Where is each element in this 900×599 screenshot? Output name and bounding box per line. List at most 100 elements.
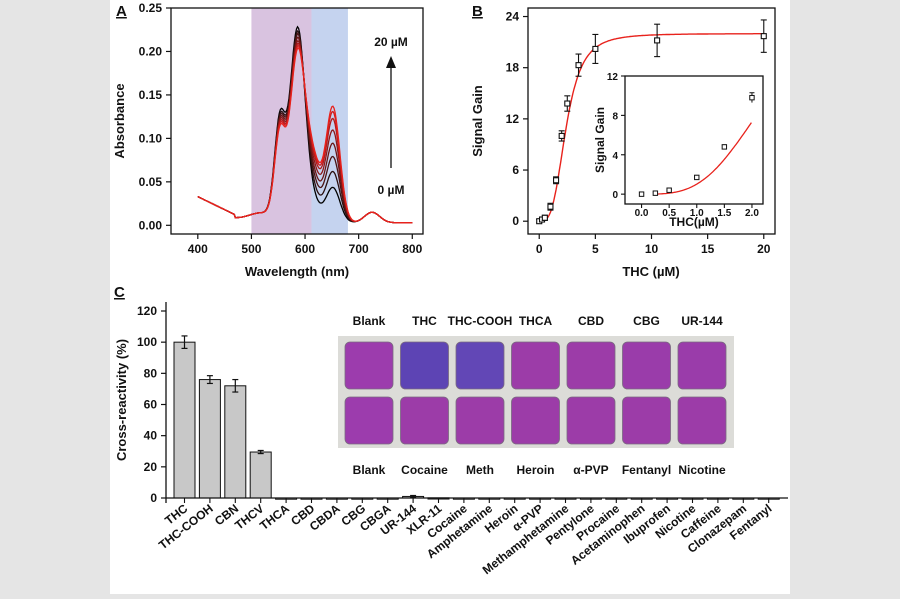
well-bottom-1 — [400, 396, 449, 445]
a-ytick-label: 0.00 — [139, 218, 163, 232]
a-ytick-label: 0.25 — [139, 1, 163, 15]
well-top-5 — [622, 341, 671, 390]
a-xtick-label: 700 — [349, 242, 369, 256]
bar-THCV — [249, 451, 272, 499]
inset-points — [638, 92, 755, 197]
figure: A 400 500 600 700 800 0.00 0.05 0.10 0.15 0.20 0.2… — [110, 0, 790, 594]
panel-a-ticks: 400 500 600 700 800 0.00 0.05 0.10 0.15 0.20 0.25 — [139, 1, 423, 256]
inset-ytick-label: 12 — [607, 72, 619, 83]
b-fit-curve — [539, 33, 764, 222]
plate-top-label: THC-COOH — [448, 314, 513, 328]
inset-ytick-label: 8 — [612, 111, 618, 122]
increase-arrow-head — [386, 56, 396, 68]
annotation-0uM: 0 µM — [378, 183, 405, 197]
bar-THC — [173, 341, 196, 499]
panel-b-label: B — [472, 3, 483, 20]
a-xtick-label: 400 — [188, 242, 208, 256]
well-top-1 — [400, 341, 449, 390]
well-bottom-3 — [511, 396, 560, 445]
panel-b-points — [536, 19, 767, 225]
panel-a-spectra — [197, 25, 413, 224]
panel-b-xlabel: THC (µM) — [622, 264, 679, 279]
a-xtick-label: 500 — [241, 242, 261, 256]
b-point — [547, 203, 554, 210]
b-ytick-label: 0 — [512, 214, 519, 228]
well-top-6 — [677, 341, 727, 390]
b-xtick-label: 20 — [757, 242, 771, 256]
plate-labels: Blank THC THC-COOH THCA CBD CBG UR-144 Blank Coc… — [353, 314, 726, 477]
inset-fit-curve — [655, 122, 752, 195]
c-ytick-label: 20 — [144, 460, 158, 474]
panel-b-fit — [539, 33, 764, 222]
well-top-0 — [344, 341, 394, 390]
plate-bottom-label: Fentanyl — [622, 463, 671, 477]
b-point — [575, 62, 582, 69]
inset-ticks: 0.0 0.5 1.0 1.5 2.0 0 4 8 12 — [607, 72, 759, 219]
inset-ytick-label: 4 — [612, 151, 618, 162]
inset-xtick-label: 1.5 — [717, 208, 731, 219]
b-point — [541, 214, 548, 221]
panel-b-ticks: 0 5 10 15 20 0 6 12 18 24 — [506, 10, 771, 256]
b-point — [760, 33, 767, 40]
a-xtick-label: 600 — [295, 242, 315, 256]
inset-point — [749, 94, 755, 101]
panel-c-ylabel: Cross-reactivity (%) — [114, 339, 129, 461]
bar-THC-COOH — [198, 379, 221, 499]
c-ytick-label: 120 — [137, 304, 157, 318]
inset-point — [721, 144, 728, 150]
panel-a-label: A — [116, 3, 127, 20]
plate-wells — [344, 341, 727, 445]
c-ytick-label: 60 — [144, 398, 158, 412]
plate-bottom-label: α-PVP — [573, 463, 608, 477]
plate-top-label: THCA — [519, 314, 553, 328]
plate-bottom-label: Nicotine — [678, 463, 726, 477]
annotation-20uM: 20 µM — [374, 35, 408, 49]
b-ytick-label: 24 — [506, 10, 520, 24]
well-bottom-2 — [455, 396, 505, 445]
well-bottom-4 — [566, 396, 616, 445]
b-ytick-label: 18 — [506, 61, 520, 75]
plate-top-label: THC — [412, 314, 437, 328]
inset-fit — [655, 122, 752, 195]
inset-xtick-label: 2.0 — [745, 208, 759, 219]
b-xtick-label: 0 — [536, 242, 543, 256]
a-ytick-label: 0.15 — [139, 88, 163, 102]
well-bottom-6 — [677, 396, 727, 445]
plate-top-label: Blank — [353, 314, 386, 328]
inset-ytick-label: 0 — [612, 190, 618, 201]
panel-b-inset: 0.0 0.5 1.0 1.5 2.0 0 4 8 12 THC(µM) Signal Gain — [593, 72, 764, 229]
plate-top-label: UR-144 — [681, 314, 723, 328]
c-xtick-label: THCA — [257, 501, 292, 533]
spectrum-7 — [197, 47, 413, 224]
well-plate-photo: Blank THC THC-COOH THCA CBD CBG UR-144 Blank Coc… — [338, 314, 734, 477]
c-ytick-label: 100 — [137, 335, 157, 349]
inset-xtick-label: 0.0 — [635, 208, 649, 219]
a-ytick-label: 0.20 — [139, 44, 163, 58]
plate-bottom-label: Heroin — [516, 463, 554, 477]
c-ytick-label: 80 — [144, 366, 158, 380]
panel-c-label: C — [114, 284, 125, 301]
inset-point — [638, 191, 645, 197]
inset-xlabel: THC(µM) — [669, 215, 719, 229]
plate-bottom-label: Blank — [353, 463, 386, 477]
well-top-3 — [511, 341, 560, 390]
well-bottom-0 — [344, 396, 394, 445]
plate-top-label: CBD — [578, 314, 604, 328]
b-point — [592, 45, 599, 52]
panel-a: A 400 500 600 700 800 0.00 0.05 0.10 0.15 0.20 0.2… — [112, 1, 424, 279]
b-point — [558, 132, 565, 139]
a-xtick-label: 800 — [402, 242, 422, 256]
b-xtick-label: 15 — [701, 242, 715, 256]
b-xtick-label: 5 — [592, 242, 599, 256]
panel-a-xlabel: Wavelength (nm) — [245, 264, 349, 279]
panel-a-ylabel: Absorbance — [112, 83, 127, 158]
b-ytick-label: 6 — [512, 163, 519, 177]
panel-a-frame — [170, 7, 424, 235]
c-ytick-label: 0 — [150, 491, 157, 505]
panel-c: C 020406080100120THCTHC-COOHCBNTHCVTHCAC… — [114, 284, 788, 577]
plate-top-label: CBG — [633, 314, 660, 328]
plate-bottom-label: Meth — [466, 463, 494, 477]
inset-point — [666, 187, 672, 193]
inset-frame — [624, 75, 764, 205]
